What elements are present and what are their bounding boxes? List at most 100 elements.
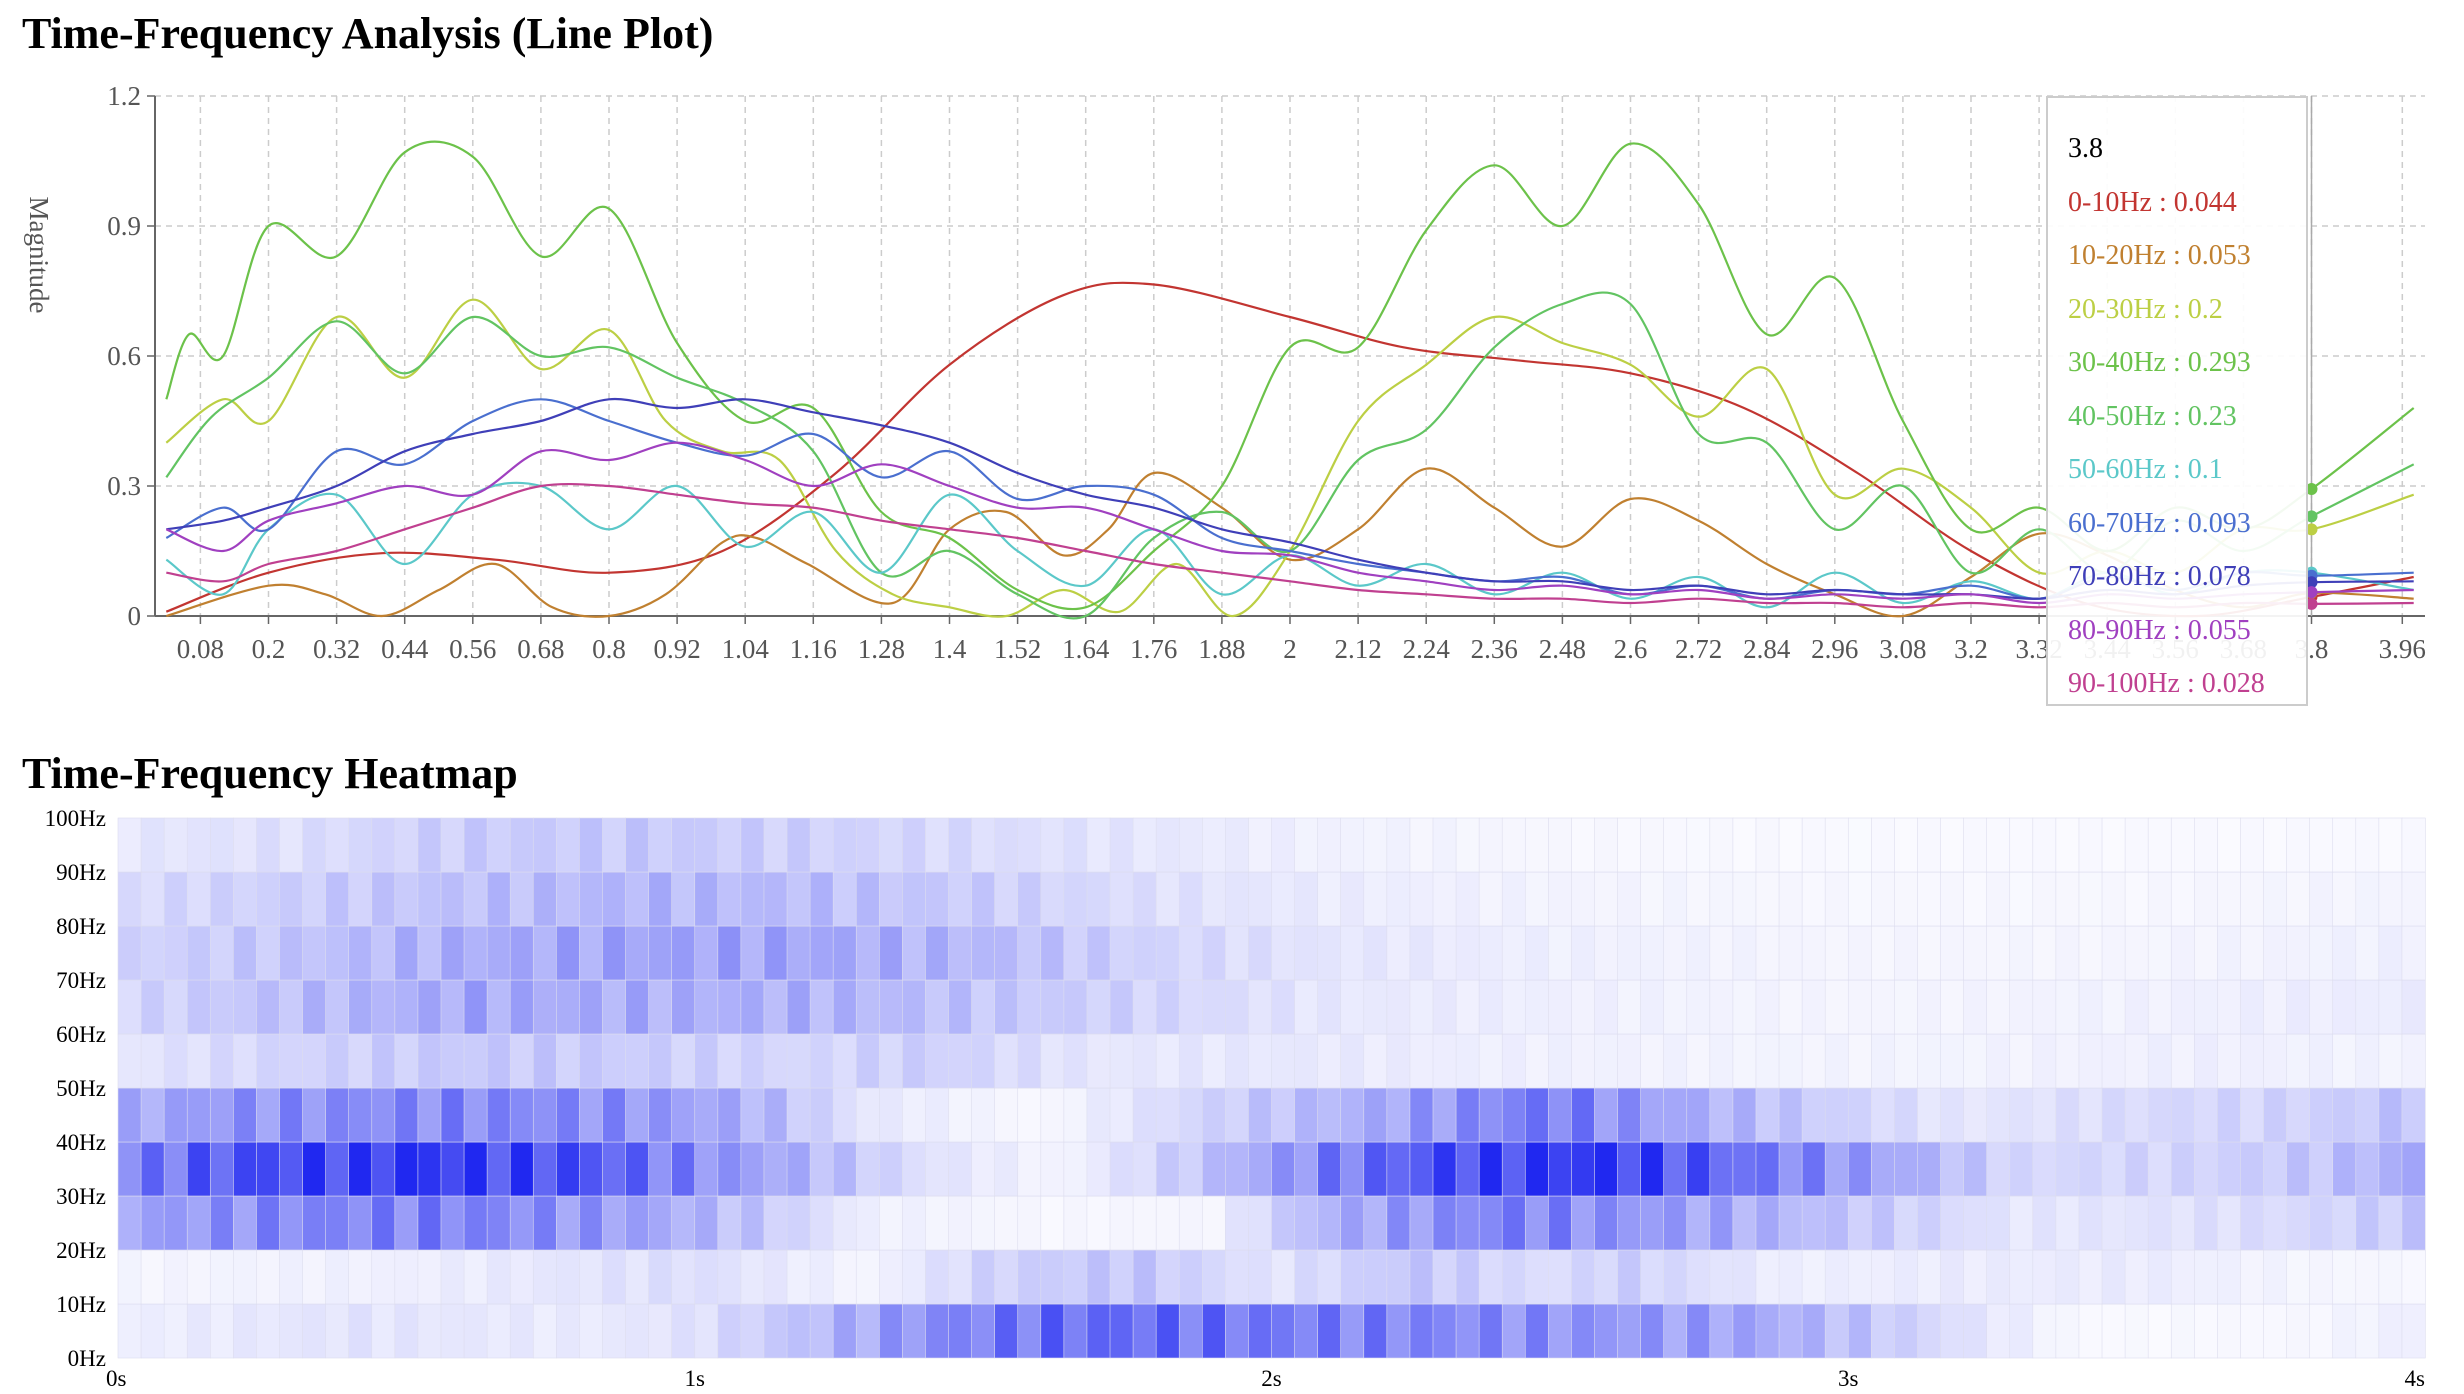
heatmap-cells[interactable]: [117, 817, 2426, 1359]
heatmap-cell: [509, 979, 534, 1035]
heatmap-cell: [2263, 925, 2288, 981]
series-line-80-90Hz[interactable]: [165, 441, 2414, 605]
heatmap-cell: [1201, 979, 1226, 1035]
heatmap-cell: [717, 1303, 742, 1359]
heatmap-cell: [855, 1195, 880, 1251]
heatmap-cell: [763, 871, 788, 927]
heatmap-cell: [2055, 1303, 2080, 1359]
heatmap-cell: [186, 1033, 211, 1089]
heatmap-cell: [1940, 871, 1965, 927]
heatmap-cell: [394, 1195, 419, 1251]
heatmap-cell: [325, 817, 350, 873]
heatmap-cell: [1801, 1033, 1826, 1089]
heatmap-chart[interactable]: 0Hz 10Hz 20Hz 30Hz 40Hz 50Hz 60Hz 70Hz 80Hz 90Hz 1…: [0, 800, 2464, 1394]
series-line-60-70Hz[interactable]: [165, 398, 2414, 600]
heatmap-cell: [140, 871, 165, 927]
heatmap-cell: [1225, 1087, 1250, 1143]
heatmap-cell: [163, 871, 188, 927]
heatmap-cell: [602, 1141, 627, 1197]
heatmap-cell: [1755, 1195, 1780, 1251]
heatmap-cell: [2355, 1087, 2380, 1143]
heatmap-cell: [1894, 1303, 1919, 1359]
heatmap-cell: [1732, 979, 1757, 1035]
series-line-10-20Hz[interactable]: [165, 467, 2414, 618]
tooltip-entry: 30-40Hz : 0.293: [2068, 347, 2251, 378]
heatmap-cell: [486, 1195, 511, 1251]
heatmap-cell: [902, 1141, 927, 1197]
heatmap-cell: [1294, 1033, 1319, 1089]
heatmap-cell: [1894, 1249, 1919, 1305]
heatmap-cell: [579, 817, 604, 873]
heatmap-cell: [1640, 1249, 1665, 1305]
heatmap-cell: [1432, 1249, 1457, 1305]
heatmap-cell: [1225, 1033, 1250, 1089]
heatmap-cell: [1801, 1141, 1826, 1197]
heatmap-cell: [1778, 925, 1803, 981]
heatmap-cell: [302, 817, 327, 873]
heatmap-cell: [1017, 1033, 1042, 1089]
heatmap-cell: [463, 1303, 488, 1359]
tooltip: 3.8 0-10Hz : 0.044 10-20Hz : 0.053 20-30Hz…: [2046, 96, 2308, 706]
heatmap-cell: [2286, 1249, 2311, 1305]
heatmap-cell: [740, 1195, 765, 1251]
heatmap-cell: [879, 1303, 903, 1359]
heatmap-cell: [256, 1195, 281, 1251]
heatmap-cell: [1040, 979, 1065, 1035]
heatmap-cell: [1732, 1195, 1757, 1251]
heatmap-cell: [1755, 1087, 1780, 1143]
x-tick-label: 2.12: [1334, 634, 1381, 664]
heatmap-cell: [809, 925, 834, 981]
heatmap-cell: [602, 817, 627, 873]
heatmap-cell: [1455, 979, 1480, 1035]
heatmap-cell: [694, 817, 719, 873]
series-line-30-40Hz[interactable]: [165, 140, 2415, 611]
heatmap-cell: [2378, 1087, 2403, 1143]
heatmap-cell: [1132, 1195, 1157, 1251]
heatmap-cell: [486, 925, 511, 981]
heatmap-cell: [279, 1249, 304, 1305]
heatmap-cell: [1455, 1195, 1480, 1251]
heatmap-cell: [1225, 979, 1250, 1035]
heatmap-cell: [717, 1141, 742, 1197]
series-line-70-80Hz[interactable]: [166, 397, 2414, 600]
heatmap-cell: [1155, 1195, 1180, 1251]
heatmap-cell: [163, 1195, 188, 1251]
series-line-0-10Hz[interactable]: [165, 281, 2414, 618]
heatmap-cell: [1086, 979, 1111, 1035]
line-chart-series[interactable]: [165, 96, 2415, 620]
heatmap-cell: [509, 1249, 534, 1305]
heatmap-cell: [2378, 1141, 2403, 1197]
heatmap-cell: [879, 1249, 903, 1305]
heatmap-cell: [1640, 1195, 1665, 1251]
heatmap-cell: [1801, 925, 1826, 981]
heatmap-cell: [348, 1087, 373, 1143]
heatmap-cell: [1248, 979, 1273, 1035]
heatmap-cell: [579, 979, 604, 1035]
series-line-90-100Hz[interactable]: [166, 482, 2414, 609]
y-axis-label: Magnitude: [24, 197, 54, 314]
heatmap-cell: [1432, 871, 1457, 927]
heatmap-cell: [763, 925, 788, 981]
heatmap-cell: [417, 1141, 442, 1197]
heatmap-cell: [1524, 1087, 1549, 1143]
heatmap-cell: [579, 1195, 604, 1251]
heatmap-cell: [925, 1249, 950, 1305]
heatmap-cell: [1178, 1249, 1203, 1305]
heatmap-cell: [1640, 925, 1665, 981]
heatmap-cell: [348, 1033, 373, 1089]
heatmap-cell: [1063, 1141, 1088, 1197]
heatmap-cell: [1478, 1249, 1503, 1305]
heatmap-cell: [1709, 817, 1734, 873]
heatmap-cell: [2032, 1249, 2057, 1305]
heatmap-cell: [1225, 817, 1250, 873]
heatmap-cell: [2309, 1033, 2334, 1089]
heatmap-cell: [2124, 1087, 2149, 1143]
heatmap-cell: [948, 1141, 973, 1197]
heatmap-cell: [2332, 817, 2357, 873]
heatmap-cell: [2078, 925, 2103, 981]
series-line-50-60Hz[interactable]: [165, 481, 2414, 609]
heatmap-cell: [1040, 817, 1065, 873]
heatmap-cell: [1963, 1195, 1988, 1251]
heatmap-cell: [2263, 1249, 2288, 1305]
heatmap-cell: [579, 1249, 604, 1305]
